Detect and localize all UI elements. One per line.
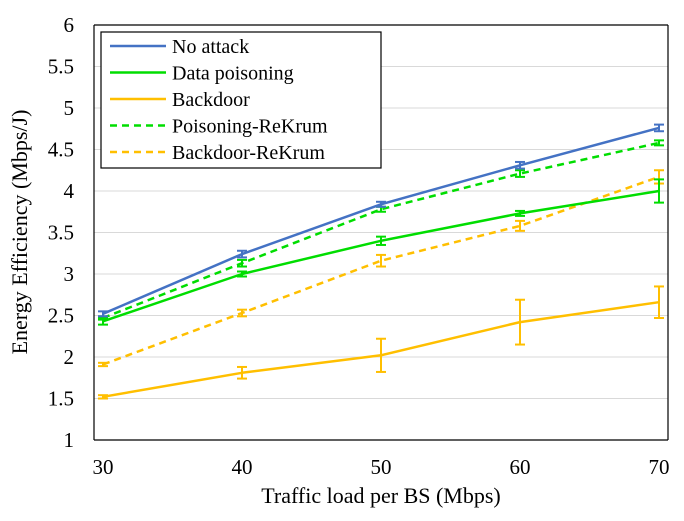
series-line	[102, 175, 660, 366]
y-tick-label: 5	[64, 96, 75, 120]
x-tick-label: 50	[371, 455, 392, 479]
y-tick-label: 2	[64, 345, 75, 369]
y-tick-label: 5.5	[48, 55, 74, 79]
x-axis-title: Traffic load per BS (Mbps)	[261, 483, 501, 508]
legend-label: Poisoning-ReKrum	[172, 116, 328, 138]
y-tick-label: 1	[64, 428, 75, 452]
legend-label: Backdoor-ReKrum	[172, 142, 325, 164]
legend-label: Backdoor	[172, 89, 250, 111]
series-line	[102, 141, 660, 320]
y-tick-label: 2.5	[48, 304, 74, 328]
legend: No attack Data poisoning Backdoor Poisoning…	[100, 31, 382, 169]
y-tick-label: 1.5	[48, 387, 74, 411]
x-tick-label: 70	[649, 455, 670, 479]
y-axis-title: Energy Efficiency (Mbps/J)	[7, 110, 32, 355]
legend-label: Data poisoning	[172, 63, 294, 85]
y-tick-label: 4	[64, 179, 75, 203]
legend-label: No attack	[172, 36, 249, 58]
x-tick-label: 60	[510, 455, 531, 479]
x-tick-labels: 30 40 50 60 70	[93, 455, 670, 479]
x-tick-label: 30	[93, 455, 114, 479]
y-tick-label: 6	[64, 13, 75, 37]
y-tick-label: 3.5	[48, 221, 74, 245]
axes	[93, 24, 669, 441]
y-tick-label: 3	[64, 262, 75, 286]
series-layer	[98, 123, 664, 400]
y-tick-label: 4.5	[48, 138, 74, 162]
y-tick-labels: 1 1.5 2 2.5 3 3.5 4 4.5 5 5.5 6	[48, 13, 75, 452]
x-tick-label: 40	[232, 455, 253, 479]
